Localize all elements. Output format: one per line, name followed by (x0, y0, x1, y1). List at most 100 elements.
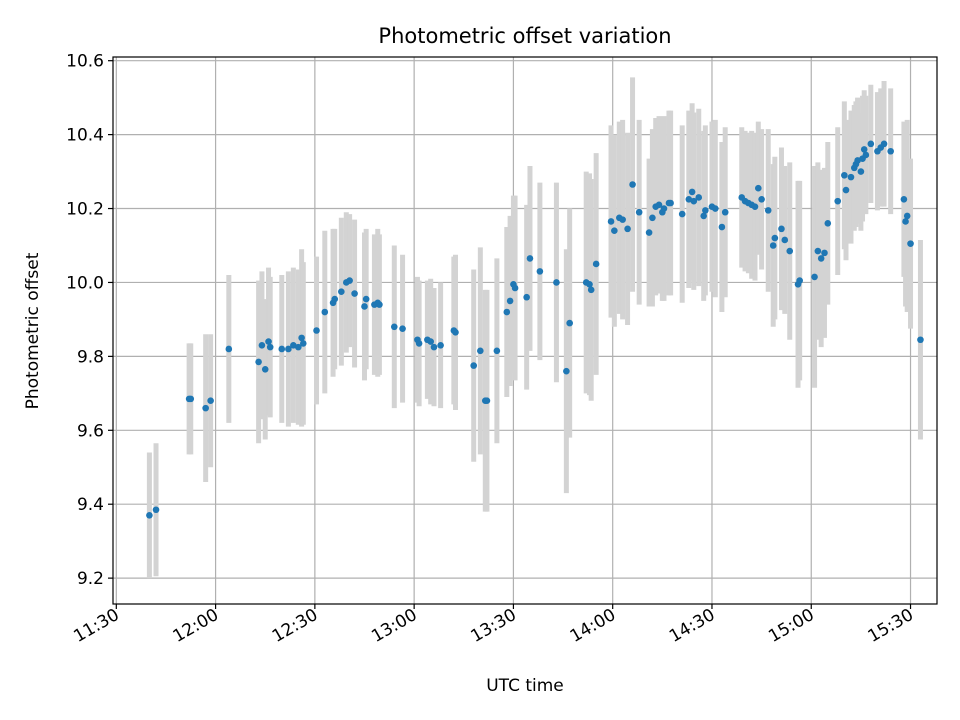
data-point (667, 199, 674, 207)
y-tick-label: 10.6 (66, 52, 104, 72)
data-point (688, 188, 696, 196)
y-tick-label: 9.8 (77, 347, 104, 367)
data-point (907, 240, 914, 247)
data-point (860, 146, 868, 153)
y-tick-label: 10.0 (66, 273, 104, 293)
data-point (702, 207, 709, 214)
data-point (361, 303, 368, 310)
data-point (295, 343, 302, 351)
data-point (902, 218, 909, 225)
x-tick-label: 12:30 (269, 605, 321, 647)
plot-frame (112, 56, 938, 605)
x-tick-label: 14:00 (567, 605, 619, 647)
x-tick-label: 11:30 (70, 605, 122, 647)
x-tick-label: 14:30 (666, 605, 718, 647)
data-point (786, 247, 794, 255)
data-point (778, 225, 785, 233)
data-point (362, 295, 370, 303)
data-points (146, 140, 924, 519)
data-point (685, 195, 693, 203)
data-point (152, 506, 160, 514)
data-point (655, 201, 663, 209)
data-point (624, 225, 631, 233)
data-point (526, 255, 534, 262)
data-point (452, 329, 459, 336)
data-point (781, 236, 789, 244)
data-point (523, 293, 530, 301)
data-point (834, 197, 842, 205)
data-point (619, 216, 626, 223)
data-point (607, 218, 615, 225)
data-point (321, 308, 329, 316)
data-point (511, 284, 519, 292)
chart-title: Photometric offset variation (378, 24, 671, 48)
data-point (814, 247, 822, 255)
data-point (415, 340, 423, 347)
y-tick-label: 9.4 (77, 495, 104, 515)
data-point (331, 295, 339, 303)
data-point (811, 273, 818, 281)
data-point (771, 234, 779, 242)
data-point (146, 511, 153, 519)
data-point (854, 157, 861, 164)
data-point (817, 255, 825, 262)
y-tick-label: 9.6 (77, 421, 104, 441)
data-point (503, 308, 511, 316)
data-point (721, 208, 729, 216)
data-point (290, 341, 297, 349)
data-point (313, 327, 320, 334)
data-point (299, 340, 307, 347)
data-point (769, 242, 777, 249)
data-point (586, 281, 593, 288)
data-point (278, 345, 286, 353)
data-point (225, 345, 233, 353)
data-point (887, 147, 894, 155)
data-point (645, 229, 653, 236)
data-point (261, 366, 269, 373)
data-point (536, 268, 544, 275)
data-point (563, 367, 570, 375)
data-point (265, 338, 272, 345)
data-point (566, 319, 573, 327)
data-point (553, 279, 560, 286)
data-point (678, 210, 686, 218)
data-point (592, 260, 600, 268)
error-bars (146, 77, 923, 579)
data-point (821, 249, 828, 257)
data-point (483, 397, 491, 405)
data-point (751, 203, 759, 210)
y-tick-label: 10.4 (66, 126, 104, 146)
data-point (847, 173, 855, 181)
data-point (187, 395, 195, 403)
data-point (900, 195, 908, 203)
data-point (842, 186, 850, 194)
axis-ticks: 11:30 12:00 12:30 13:00 13:30 14:00 14:30 15:00… (66, 52, 917, 647)
data-point (351, 290, 358, 297)
data-point (298, 334, 305, 342)
data-point (266, 343, 274, 351)
data-point (857, 168, 865, 175)
data-point (917, 336, 924, 344)
data-point (660, 205, 668, 212)
data-point (399, 325, 406, 332)
data-point (285, 345, 292, 353)
data-point (862, 151, 870, 159)
x-axis-label: UTC time (486, 676, 564, 696)
data-point (718, 223, 726, 231)
y-tick-label: 10.2 (66, 200, 104, 220)
data-point (477, 347, 484, 355)
data-point (629, 181, 636, 188)
data-point (258, 341, 266, 349)
x-tick-label: 12:00 (170, 605, 222, 647)
x-tick-label: 15:00 (765, 605, 817, 647)
data-point (376, 301, 383, 308)
data-point (611, 227, 618, 235)
data-point (427, 338, 434, 345)
data-point (841, 171, 848, 179)
data-point (635, 208, 643, 216)
data-point (470, 362, 478, 369)
data-point (255, 358, 262, 366)
y-axis-label: Photometric offset (23, 252, 43, 409)
data-point (903, 212, 911, 220)
